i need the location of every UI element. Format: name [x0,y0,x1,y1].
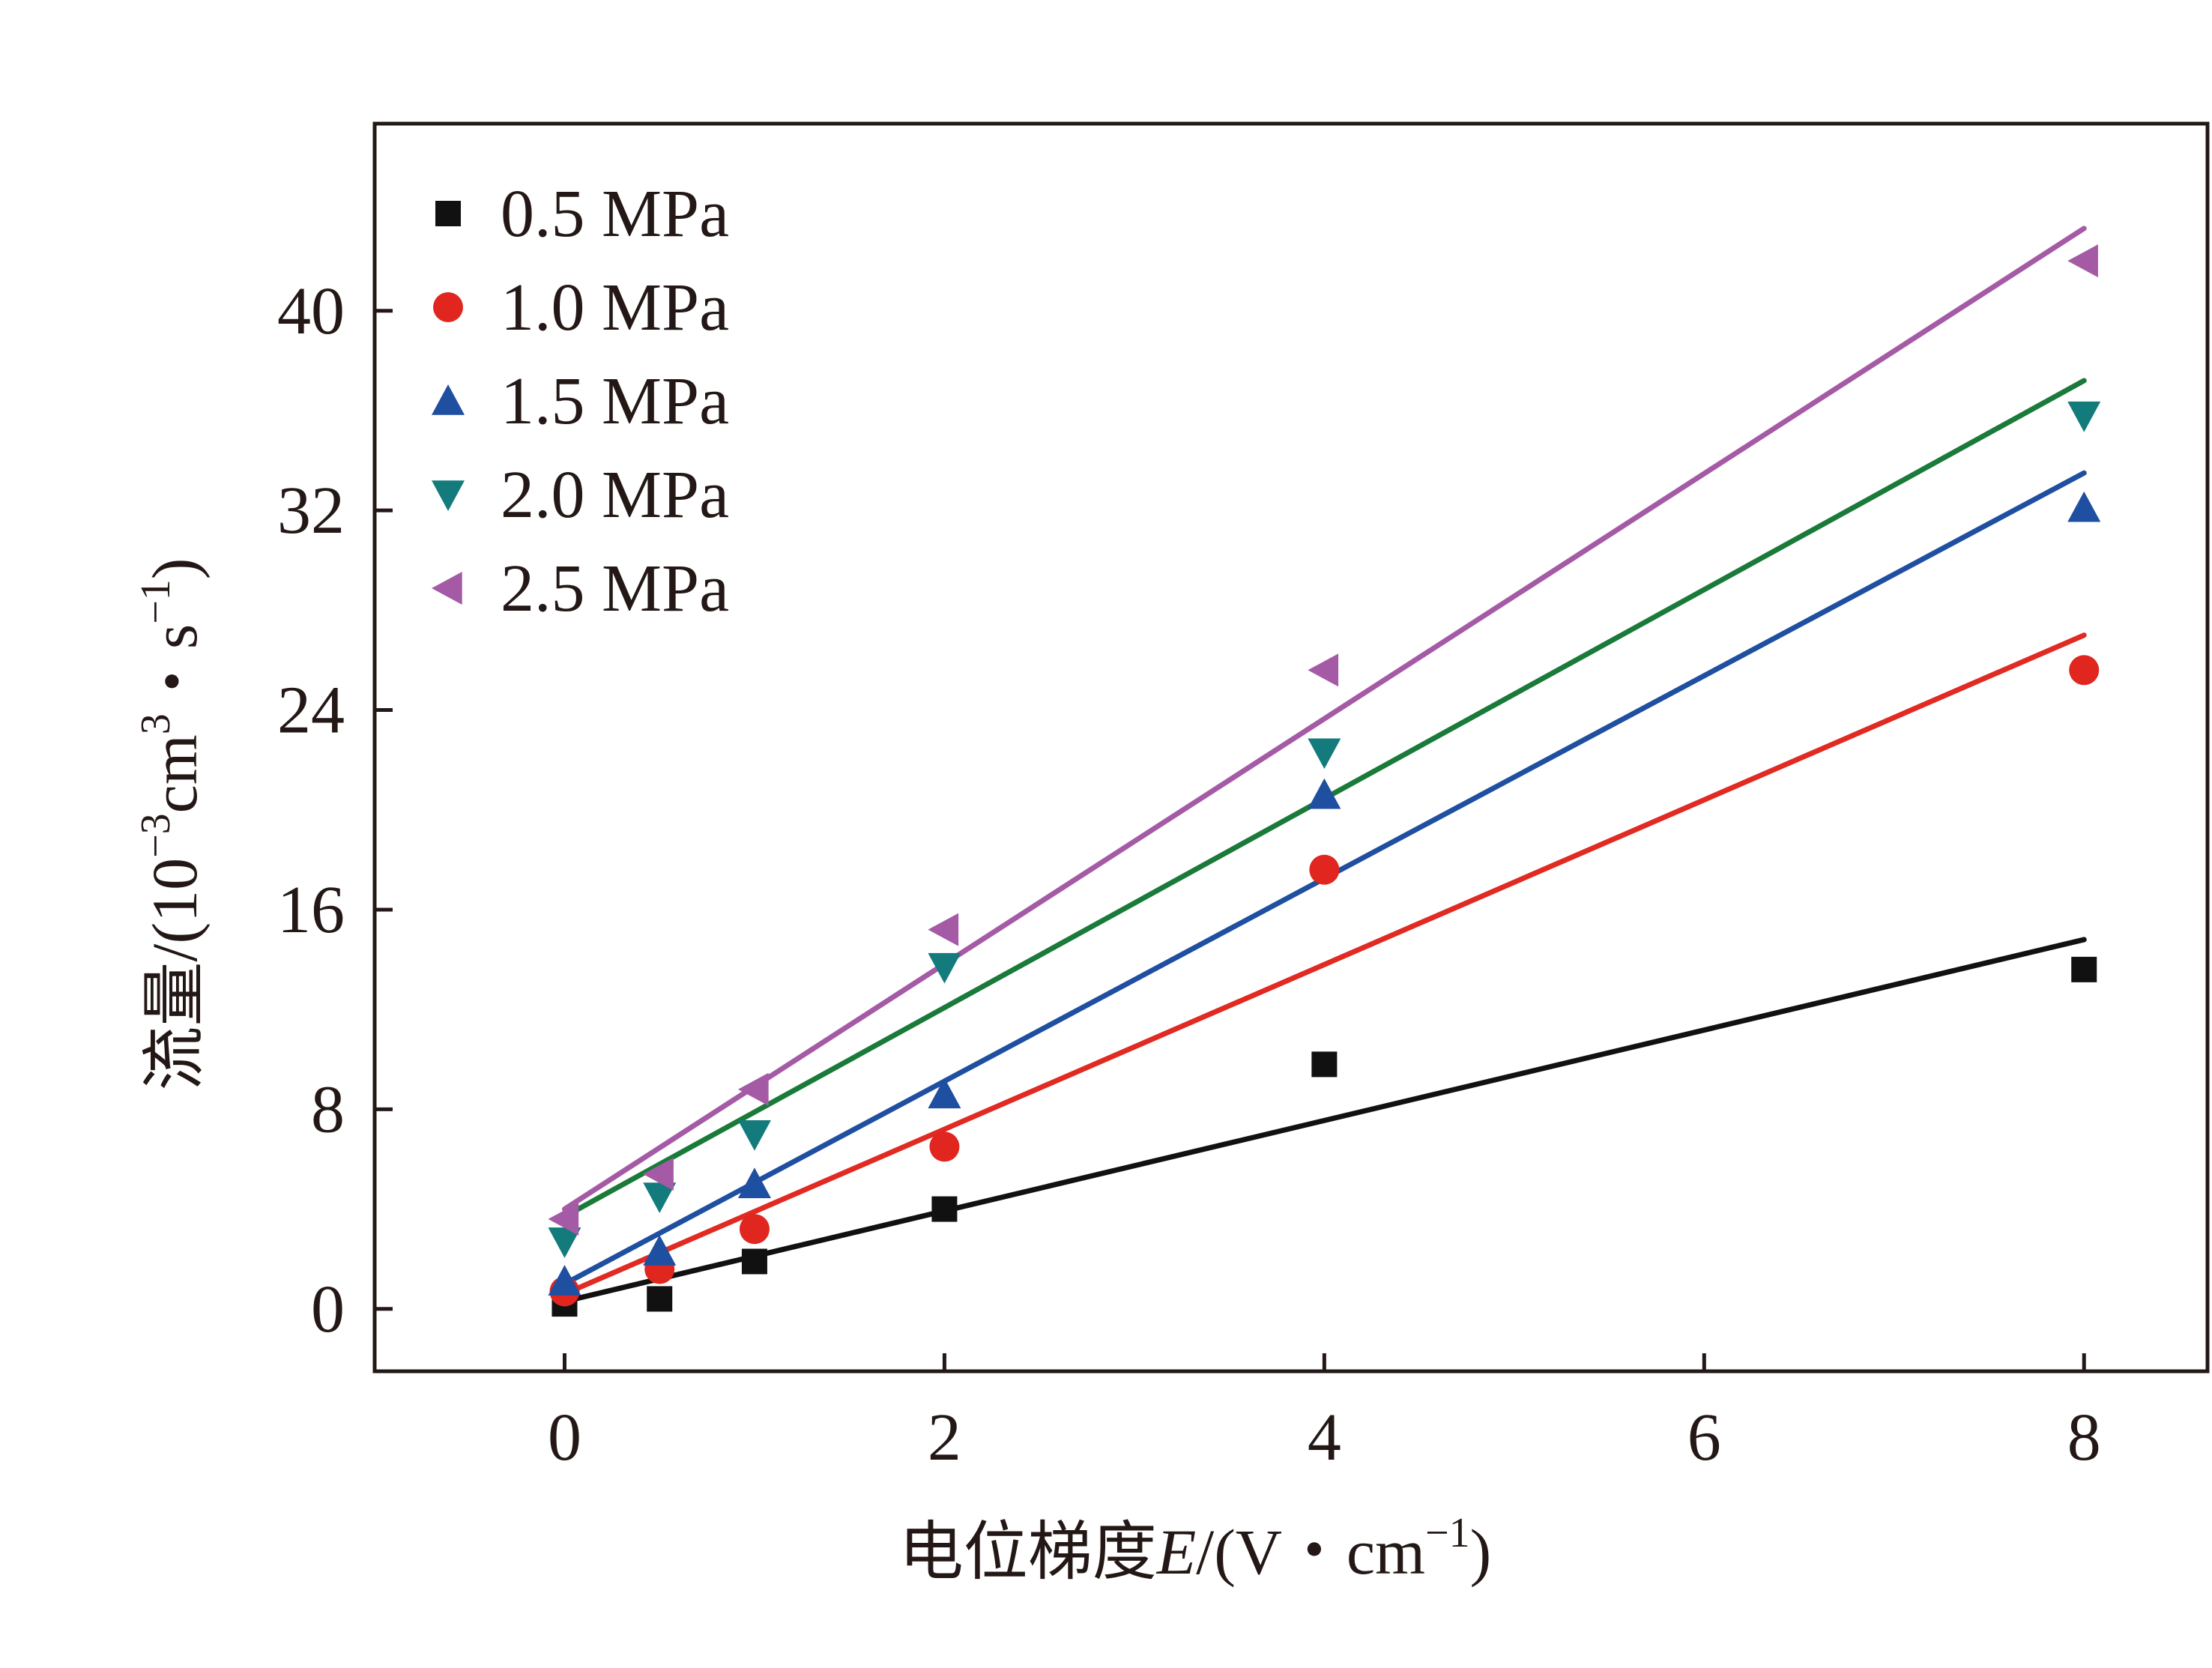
data-point-s3-p0 [548,1227,581,1258]
data-point-s2-p2 [737,1167,771,1198]
data-point-s4-p1 [643,1157,674,1191]
legend-marker-2 [432,384,465,415]
data-point-s3-p4 [1308,738,1341,770]
legend-marker-4 [432,572,462,605]
y-tick-label: 40 [277,274,345,348]
data-point-s1-p4 [1309,854,1340,885]
data-point-s3-p5 [2067,401,2101,432]
data-point-s2-p4 [1308,778,1341,809]
data-markers [548,244,2101,1317]
y-tick-label: 32 [277,474,345,548]
legend-label-2: 1.5 MPa [501,364,729,438]
data-point-s0-p1 [647,1286,673,1312]
data-point-s1-p3 [929,1131,960,1162]
plot-frame [372,121,2210,1374]
legend-marker-3 [432,480,465,511]
data-point-s0-p5 [2071,956,2097,982]
legend-marker-0 [435,201,461,226]
data-point-s3-p2 [737,1119,771,1151]
fit-line-0 [561,937,2087,1305]
fit-line-1 [561,632,2087,1297]
legend-label-4: 2.5 MPa [501,552,729,626]
y-tick-label: 16 [277,873,345,947]
legend-label-3: 2.0 MPa [501,458,729,532]
axes [372,121,2210,1374]
data-point-s1-p5 [2069,655,2100,686]
data-point-s4-p3 [928,913,959,946]
legend-label-1: 1.0 MPa [501,271,729,345]
data-point-s3-p3 [928,952,961,984]
x-tick-label: 8 [2067,1400,2101,1475]
data-point-s2-p3 [928,1078,961,1109]
x-tick-label: 4 [1308,1400,1341,1475]
fit-line-4 [561,226,2087,1212]
x-axis-label: 电位梯度E/(V・cm−1) [899,1510,1491,1588]
data-point-s2-p0 [548,1265,581,1296]
y-tick-label: 0 [311,1272,345,1347]
data-point-s2-p1 [643,1235,677,1266]
data-point-s0-p2 [741,1248,767,1275]
data-point-s1-p2 [739,1214,770,1245]
legend-label-0: 0.5 MPa [501,177,729,251]
data-point-s4-p4 [1308,653,1339,687]
data-point-s0-p4 [1311,1051,1338,1078]
legend: 0.5 MPa 1.0 MPa 1.5 MPa 2.0 MPa 2.5 MPa [432,177,729,626]
x-tick-label: 0 [548,1400,581,1475]
y-axis-label: 流量/(10−3cm3・s−1) [133,558,211,1091]
data-point-s3-p1 [643,1182,677,1213]
legend-marker-1 [433,292,463,322]
data-point-s4-p5 [2067,244,2098,278]
data-point-s4-p2 [737,1072,769,1106]
data-point-s0-p3 [931,1196,958,1222]
y-tick-label: 8 [311,1072,345,1146]
y-tick-label: 24 [277,674,345,748]
data-point-s4-p0 [548,1202,579,1236]
x-tick-label: 6 [1687,1400,1721,1475]
data-point-s2-p5 [2067,491,2101,522]
x-tick-label: 2 [928,1400,961,1475]
